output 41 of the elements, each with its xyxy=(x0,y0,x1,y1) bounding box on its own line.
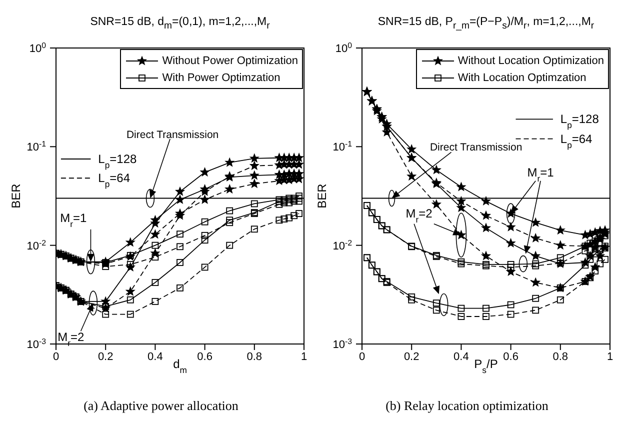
x-axis-title: d$_{m}$ xyxy=(173,357,187,375)
annotation: L$_{p}$=128 xyxy=(98,152,137,170)
y-axis-title: BER xyxy=(9,183,23,208)
annotation: L$_{p}$=128 xyxy=(560,112,600,130)
y-tick-label: 10$^{-1}$ xyxy=(26,139,47,154)
x-tick-label: 1 xyxy=(300,350,308,363)
legend-label: Without Power Optimization xyxy=(162,54,298,66)
chart-title: SNR=15 dB, P$_{r_m}$=(P−P$_{s}$)/M$_{r}$, m=1,2,...,M$_{r}$ xyxy=(378,16,594,32)
x-tick-label: 0.6 xyxy=(197,350,212,363)
annotation: M$_{r}$=1 xyxy=(60,210,87,229)
annotation: M$_{r}$=2 xyxy=(406,206,433,225)
y-tick-label: 10$^{0}$ xyxy=(29,40,47,55)
annotation: L$_{p}$=64 xyxy=(98,171,130,190)
x-tick-label: 0.4 xyxy=(454,350,469,363)
annotation: Direct Transmission xyxy=(430,142,522,154)
chart-title: SNR=15 dB, d$_{m}$=(0,1), m=1,2,...,M$_{r}$ xyxy=(90,16,270,32)
legend-label: With Location Optimzation xyxy=(458,72,586,84)
text: (a) Adaptive power allocation xyxy=(84,398,238,413)
x-tick-label: 1 xyxy=(606,350,614,363)
x-tick-label: 0.8 xyxy=(246,350,262,363)
annotation: Direct Transmission xyxy=(126,128,219,141)
x-tick-label: 0.8 xyxy=(552,350,568,363)
y-tick-label: 10$^{-3}$ xyxy=(26,336,47,351)
legend-label: Without Location Optimization xyxy=(458,54,604,66)
x-tick-label: 0 xyxy=(358,350,366,363)
y-tick-label: 10$^{-2}$ xyxy=(332,238,352,252)
annotation: M$_{r}$=1 xyxy=(527,165,554,184)
y-axis-title: BER xyxy=(315,183,329,208)
legend-label: With Power Optimzation xyxy=(162,72,280,84)
x-tick-label: 0.4 xyxy=(148,350,163,363)
x-tick-label: 0.2 xyxy=(404,350,420,363)
annotation: L$_{p}$=64 xyxy=(560,132,593,150)
x-tick-label: 0 xyxy=(52,350,60,363)
y-tick-label: 10$^{-2}$ xyxy=(26,238,46,252)
text: (b) Relay location optimization xyxy=(386,398,548,413)
y-tick-label: 10$^{0}$ xyxy=(335,40,353,55)
y-tick-label: 10$^{-1}$ xyxy=(332,139,353,154)
x-tick-label: 0.6 xyxy=(503,350,518,363)
x-tick-label: 0.2 xyxy=(98,350,114,363)
y-tick-label: 10$^{-3}$ xyxy=(332,336,353,351)
x-axis-title: P$_{s}$/P xyxy=(474,357,498,375)
